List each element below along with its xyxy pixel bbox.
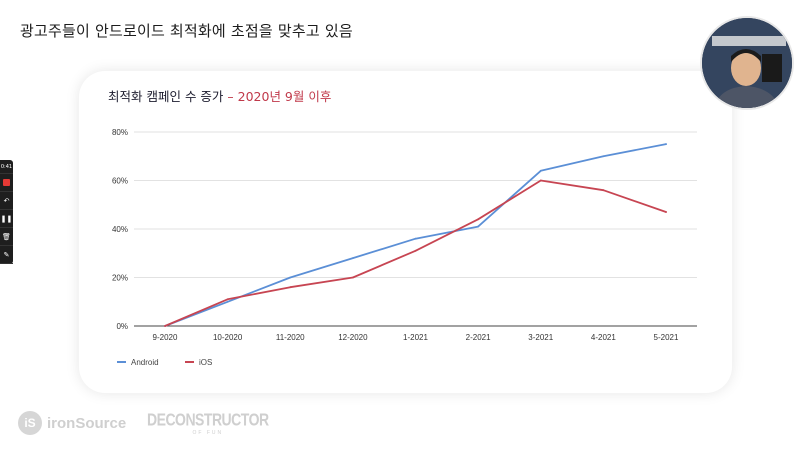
data-point-android [226,300,229,303]
data-point-android [602,155,605,158]
undo-icon: ↶ [3,196,10,205]
draw-button[interactable]: ✎ [0,246,13,264]
delete-button[interactable]: 🗑 [0,228,13,246]
data-point-ios [164,325,166,327]
recording-timer: 0:41 [0,160,13,174]
pen-icon: ✎ [3,250,10,259]
data-point-android [289,276,292,279]
data-point-ios [665,211,667,213]
presenter-avatar-icon [702,18,792,108]
ironsource-mark: iS [18,411,42,435]
stop-recording-button[interactable] [0,174,13,192]
x-tick-label: 5-2021 [654,333,679,342]
chart-title-main: 최적화 캠페인 수 증가 [108,89,224,104]
data-point-ios [477,218,480,221]
chart-title-highlight: – 2020년 9월 이후 [227,89,332,104]
data-point-ios [539,179,542,182]
data-point-ios [289,286,292,289]
series-line-ios [164,179,667,327]
y-tick-label: 80% [112,128,128,137]
pause-button[interactable]: ❚❚ [0,210,13,228]
legend-label: Android [131,358,159,367]
deconstructor-wordmark: DECONSTRUCTOR [147,409,269,429]
slide-title: 광고주들이 안드로이드 최적화에 초점을 맞추고 있음 [20,22,353,40]
series-line-android [164,143,667,327]
pause-icon: ❚❚ [0,214,13,223]
ironsource-logo: iS ironSource [18,411,126,435]
data-point-ios [414,249,417,252]
data-point-android [414,237,417,240]
x-tick-label: 2-2021 [466,333,491,342]
deconstructor-subtitle: OF FUN [192,430,224,436]
x-tick-label: 11-2020 [276,333,305,342]
data-point-android [351,257,354,259]
data-point-ios [351,276,354,279]
data-point-android [665,143,667,146]
presenter-webcam [700,16,794,110]
legend-label: iOS [199,358,212,367]
data-point-ios [602,189,605,192]
record-icon [3,179,10,186]
y-tick-label: 60% [112,177,128,186]
chart-title: 최적화 캠페인 수 증가 – 2020년 9월 이후 [108,86,331,105]
undo-button[interactable]: ↶ [0,192,13,210]
x-tick-label: 3-2021 [528,333,553,342]
x-tick-label: 12-2020 [338,333,368,342]
x-tick-label: 4-2021 [591,333,616,342]
trash-icon: 🗑 [2,232,11,241]
recording-toolbar: 0:41 ↶ ❚❚ 🗑 ✎ [0,160,13,264]
y-tick-label: 40% [112,225,128,234]
x-tick-label: 9-2020 [153,333,178,342]
chart-card [79,71,732,393]
data-point-android [477,225,480,228]
data-point-android [539,169,542,172]
y-tick-label: 0% [116,322,128,331]
y-tick-label: 20% [112,274,128,283]
deconstructor-logo: DECONSTRUCTOR OF FUN [147,409,269,436]
x-tick-label: 1-2021 [403,333,428,342]
x-tick-label: 10-2020 [213,333,243,342]
ironsource-wordmark: ironSource [47,414,127,432]
data-point-ios [226,298,229,301]
